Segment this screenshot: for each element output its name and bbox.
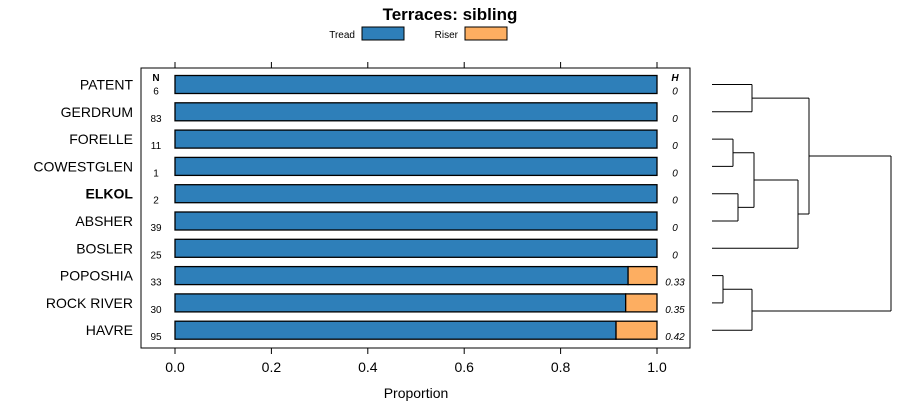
category-label: ABSHER [75,213,133,229]
n-value: 6 [153,87,159,98]
legend-label: Tread [329,30,355,41]
h-value: 0.33 [665,278,685,289]
tick-label: 0.2 [262,359,282,375]
chart-title: Terraces: sibling [383,5,518,24]
n-value: 2 [153,196,159,207]
tick-label: 0.6 [454,359,474,375]
h-value: 0 [672,141,678,152]
n-value: 83 [150,114,162,125]
bar-tread [174,102,658,122]
n-value: 1 [153,168,159,179]
category-label: GERDRUM [61,104,133,120]
h-value: 0 [672,114,678,125]
legend-swatch [464,26,508,41]
category-label: ELKOL [86,186,134,202]
table-row: ROCK RIVER 30 0.35 [46,293,685,316]
dendrogram [712,84,892,331]
bar-rows: PATENT 6 0 GERDRUM 83 0 FORELLE 11 0 COWESTGLEN 1 0… [33,74,685,343]
bar-tread [174,156,658,177]
category-label: COWESTGLEN [33,158,133,174]
category-label: FORELLE [69,131,133,147]
category-label: HAVRE [86,322,133,338]
n-value: 11 [151,141,162,152]
n-value: 25 [150,250,162,261]
legend: Tread Riser [329,26,508,41]
n-value: 33 [150,278,162,289]
h-column-header: H [671,73,679,84]
tick-label: 0.0 [165,359,185,375]
n-value: 30 [150,305,162,316]
category-label: PATENT [80,77,134,93]
bar-riser [615,320,658,340]
tick-label: 0.8 [551,359,571,375]
bar-tread [174,293,627,313]
tick-label: 1.0 [647,359,667,375]
bar-riser [625,293,658,313]
table-row: ELKOL 2 0 [86,184,678,207]
table-row: HAVRE 95 0.42 [86,320,685,343]
bar-riser [627,265,658,286]
n-value: 39 [150,223,162,234]
bar-tread [174,265,629,286]
h-value: 0 [672,87,678,98]
x-axis-label: Proportion [384,385,449,401]
n-column-header: N [152,73,159,84]
category-label: ROCK RIVER [46,295,133,311]
table-row: PATENT 6 0 [80,74,678,98]
bar-tread [174,238,658,258]
legend-label: Riser [435,30,459,41]
h-value: 0 [672,168,678,179]
plot-panel [140,67,691,349]
h-value: 0 [672,250,678,261]
h-value: 0.35 [665,305,685,316]
table-row: ABSHER 39 0 [75,211,678,234]
category-label: BOSLER [76,240,133,256]
table-row: COWESTGLEN 1 0 [33,156,678,179]
bar-tread [174,320,617,340]
category-label: POPOSHIA [60,268,134,284]
x-axis: 0.0 0.2 0.4 0.6 0.8 1.0 [165,62,667,375]
bar-tread [174,211,658,231]
bar-tread [174,74,658,95]
h-value: 0.42 [665,332,685,343]
h-value: 0 [672,196,678,207]
tick-label: 0.4 [358,359,378,375]
table-row: GERDRUM 83 0 [61,102,678,125]
bar-tread [174,129,658,149]
table-row: POPOSHIA 33 0.33 [60,265,685,289]
bar-tread [174,184,658,204]
n-value: 95 [150,332,162,343]
table-row: BOSLER 25 0 [76,238,678,261]
h-value: 0 [672,223,678,234]
legend-swatch [361,26,405,41]
table-row: FORELLE 11 0 [69,129,678,152]
